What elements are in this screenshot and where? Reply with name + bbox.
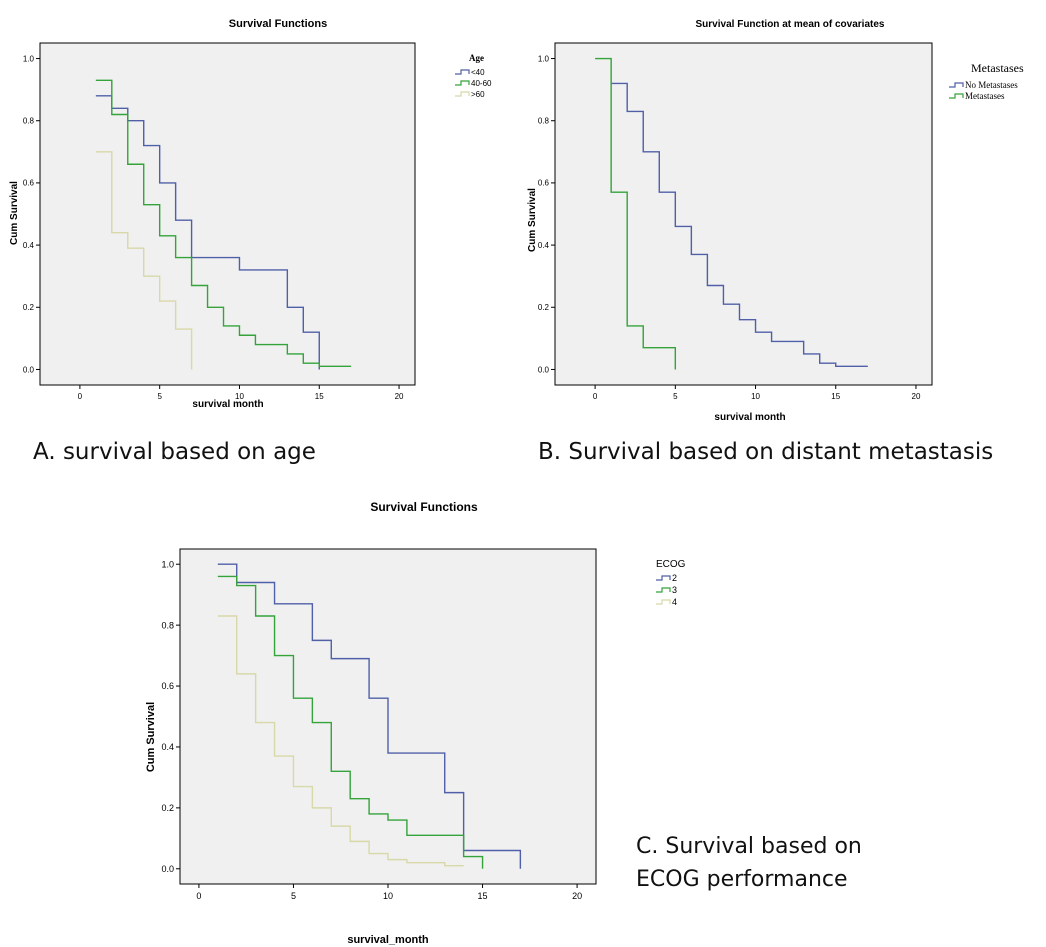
x-tick-label: 15 bbox=[831, 392, 840, 401]
legend-label: >60 bbox=[471, 90, 485, 99]
legend-swatch bbox=[949, 82, 964, 88]
x-axis-label: survival_month bbox=[347, 934, 429, 946]
y-tick-label: 0.8 bbox=[538, 117, 550, 126]
series-line-no-metastases bbox=[611, 82, 868, 368]
legend-label: 4 bbox=[672, 597, 677, 607]
y-tick-label: 0.2 bbox=[161, 803, 174, 813]
y-axis: 0.0 0.2 0.4 0.6 0.8 1.0 bbox=[23, 54, 40, 374]
caption-c-1: C. Survival based on bbox=[636, 834, 862, 859]
series-line--60 bbox=[95, 151, 193, 370]
y-axis-label: Cum Survival bbox=[145, 702, 157, 772]
x-tick-label: 0 bbox=[196, 891, 201, 901]
y-axis: 0.0 0.2 0.4 0.6 0.8 1.0 bbox=[538, 54, 555, 374]
chart-title: Survival Function at mean of covariates bbox=[696, 19, 885, 30]
y-tick-label: 0.4 bbox=[23, 241, 35, 250]
legend-swatch bbox=[656, 599, 671, 605]
series-line-40-60 bbox=[95, 79, 352, 368]
legend-swatch bbox=[455, 91, 470, 97]
legend: ECOG 2 3 4 bbox=[656, 559, 686, 607]
y-tick-label: 1.0 bbox=[23, 54, 35, 63]
y-tick-label: 0.6 bbox=[23, 179, 35, 188]
x-tick-label: 15 bbox=[478, 891, 488, 901]
y-tick-label: 0.2 bbox=[23, 303, 35, 312]
legend: Age <40 40-60 >60 bbox=[455, 53, 492, 99]
chart-title: Survival Functions bbox=[370, 500, 478, 514]
x-tick-label: 5 bbox=[291, 891, 296, 901]
x-tick-label: 15 bbox=[315, 392, 324, 401]
y-tick-label: 0.4 bbox=[161, 742, 174, 752]
series-line-2 bbox=[217, 563, 522, 869]
x-axis-label: survival month bbox=[192, 399, 263, 410]
series-line-metastases bbox=[595, 57, 677, 370]
y-tick-label: 0.0 bbox=[538, 365, 550, 374]
legend-swatch bbox=[949, 93, 964, 99]
legend-swatch bbox=[455, 69, 470, 75]
chart-b: Survival Function at mean of covariates 0… bbox=[527, 19, 1024, 423]
x-tick-label: 0 bbox=[593, 392, 598, 401]
series-line-3 bbox=[217, 575, 484, 869]
y-tick-label: 0.0 bbox=[161, 864, 174, 874]
legend-label: Metastases bbox=[965, 91, 1005, 101]
x-axis-label: survival month bbox=[714, 412, 785, 423]
y-tick-label: 0.8 bbox=[23, 117, 35, 126]
caption-b: B. Survival based on distant metastasis bbox=[538, 439, 993, 465]
x-axis: 0 5 10 15 20 bbox=[593, 385, 921, 401]
legend-label: 3 bbox=[672, 585, 677, 595]
plot-area bbox=[554, 42, 933, 386]
x-axis: 0 5 10 15 20 bbox=[196, 884, 582, 901]
y-axis: 0.0 0.2 0.4 0.6 0.8 1.0 bbox=[161, 559, 180, 874]
legend-label: 40-60 bbox=[471, 79, 492, 88]
y-tick-label: 0.0 bbox=[23, 365, 35, 374]
x-tick-label: 20 bbox=[912, 392, 921, 401]
legend-swatch bbox=[656, 575, 671, 581]
legend-swatch bbox=[455, 80, 470, 86]
legend-title: Age bbox=[469, 53, 484, 63]
x-tick-label: 20 bbox=[395, 392, 404, 401]
legend-swatch bbox=[656, 587, 671, 593]
y-tick-label: 0.6 bbox=[538, 179, 550, 188]
plot-area bbox=[39, 42, 416, 386]
legend-label: <40 bbox=[471, 68, 485, 77]
x-tick-label: 10 bbox=[383, 891, 393, 901]
y-axis-label: Cum Survival bbox=[527, 188, 538, 252]
y-tick-label: 0.6 bbox=[161, 681, 174, 691]
y-tick-label: 0.2 bbox=[538, 303, 550, 312]
x-axis: 0 5 10 15 20 bbox=[78, 385, 404, 401]
y-tick-label: 1.0 bbox=[538, 54, 550, 63]
y-tick-label: 0.8 bbox=[161, 620, 174, 630]
x-tick-label: 10 bbox=[751, 392, 760, 401]
y-tick-label: 0.4 bbox=[538, 241, 550, 250]
x-tick-label: 20 bbox=[572, 891, 582, 901]
x-tick-label: 5 bbox=[157, 392, 162, 401]
y-axis-label: Cum Survival bbox=[9, 181, 20, 245]
legend-label: 2 bbox=[672, 573, 677, 583]
legend-title: Metastases bbox=[971, 61, 1024, 75]
chart-title: Survival Functions bbox=[229, 18, 327, 30]
x-tick-label: 0 bbox=[78, 392, 83, 401]
series-line-4 bbox=[217, 615, 464, 867]
caption-a: A. survival based on age bbox=[33, 439, 316, 465]
legend-label: No Metastases bbox=[965, 80, 1018, 90]
legend-title: ECOG bbox=[656, 559, 686, 570]
x-tick-label: 5 bbox=[673, 392, 678, 401]
y-tick-label: 1.0 bbox=[161, 559, 174, 569]
x-tick-label: 10 bbox=[235, 392, 244, 401]
caption-c-2: ECOG performance bbox=[636, 867, 848, 892]
